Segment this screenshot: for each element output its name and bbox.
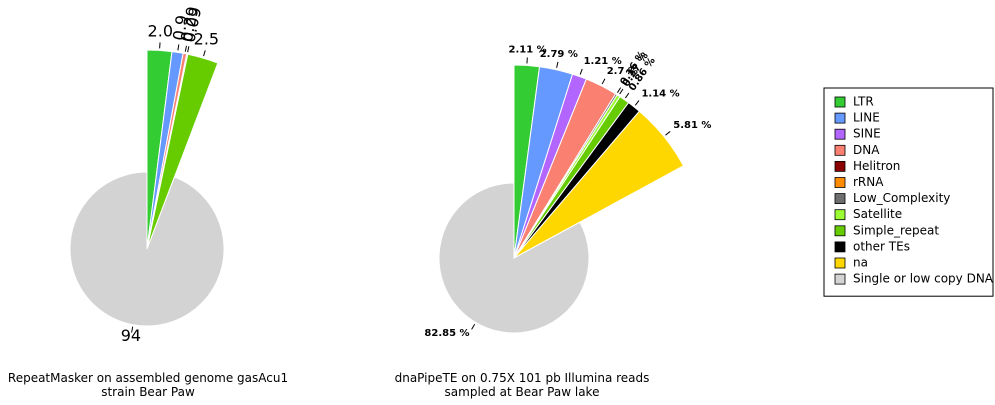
legend-label: LTR (853, 95, 874, 109)
legend-swatch (834, 257, 846, 269)
legend-label: LINE (853, 111, 880, 125)
legend-box (823, 87, 994, 297)
legend-swatch (834, 112, 846, 124)
legend-label: Simple_repeat (853, 223, 939, 237)
label-tick (203, 50, 206, 57)
value-label: 2.0 (148, 22, 173, 41)
legend-label: Single or low copy DNA (853, 272, 994, 286)
legend-label: other TEs (853, 239, 910, 253)
chart-title: dnaPipeTE on 0.75X 101 pb Illumina reads… (394, 371, 650, 399)
pie-slice (146, 53, 219, 250)
legend-swatch (834, 225, 846, 237)
chart-title: RepeatMasker on assembled genome gasAcu1… (7, 371, 289, 399)
legend-swatch (834, 209, 846, 221)
legend-label: SINE (853, 127, 881, 141)
value-label: 0.9 (169, 14, 192, 42)
legend-swatch (834, 177, 846, 188)
value-label: 2.11 % (508, 44, 546, 55)
label-tick (471, 323, 476, 330)
label-tick (619, 88, 624, 95)
legend-swatch (834, 144, 846, 156)
legend-label: rRNA (853, 175, 884, 189)
label-tick (665, 131, 671, 136)
value-label: 5.81 % (673, 120, 711, 131)
legend-label: Satellite (853, 207, 902, 221)
legend-label: DNA (853, 143, 880, 157)
value-label: 1.21 % (584, 56, 622, 67)
legend-swatch (834, 193, 846, 205)
label-tick (556, 61, 559, 68)
legend-swatch (834, 273, 846, 285)
legend-label: na (853, 256, 868, 270)
label-tick (187, 46, 190, 53)
label-tick (579, 68, 583, 75)
pie-slice (513, 110, 685, 259)
pie-slice (438, 182, 590, 334)
value-label: 1.14 % (641, 88, 679, 99)
legend-swatch (834, 160, 846, 172)
label-tick (177, 44, 180, 51)
legend-label: Low_Complexity (853, 191, 950, 205)
value-label: 82.85 % (424, 328, 469, 339)
legend-swatch (834, 128, 846, 140)
legend-swatch (834, 241, 846, 253)
label-tick (131, 326, 134, 333)
label-tick (617, 87, 622, 93)
legend-swatch (834, 96, 846, 108)
value-label: 2.5 (194, 30, 219, 49)
pie-slice (69, 171, 225, 327)
value-label: 2.79 % (540, 49, 578, 60)
value-label: 94 (121, 326, 141, 345)
value-label: 2.7 % (607, 66, 638, 77)
label-tick (184, 45, 187, 52)
label-tick (601, 78, 606, 85)
legend-label: Helitron (853, 159, 900, 173)
label-tick (634, 100, 640, 106)
label-tick (625, 92, 630, 99)
